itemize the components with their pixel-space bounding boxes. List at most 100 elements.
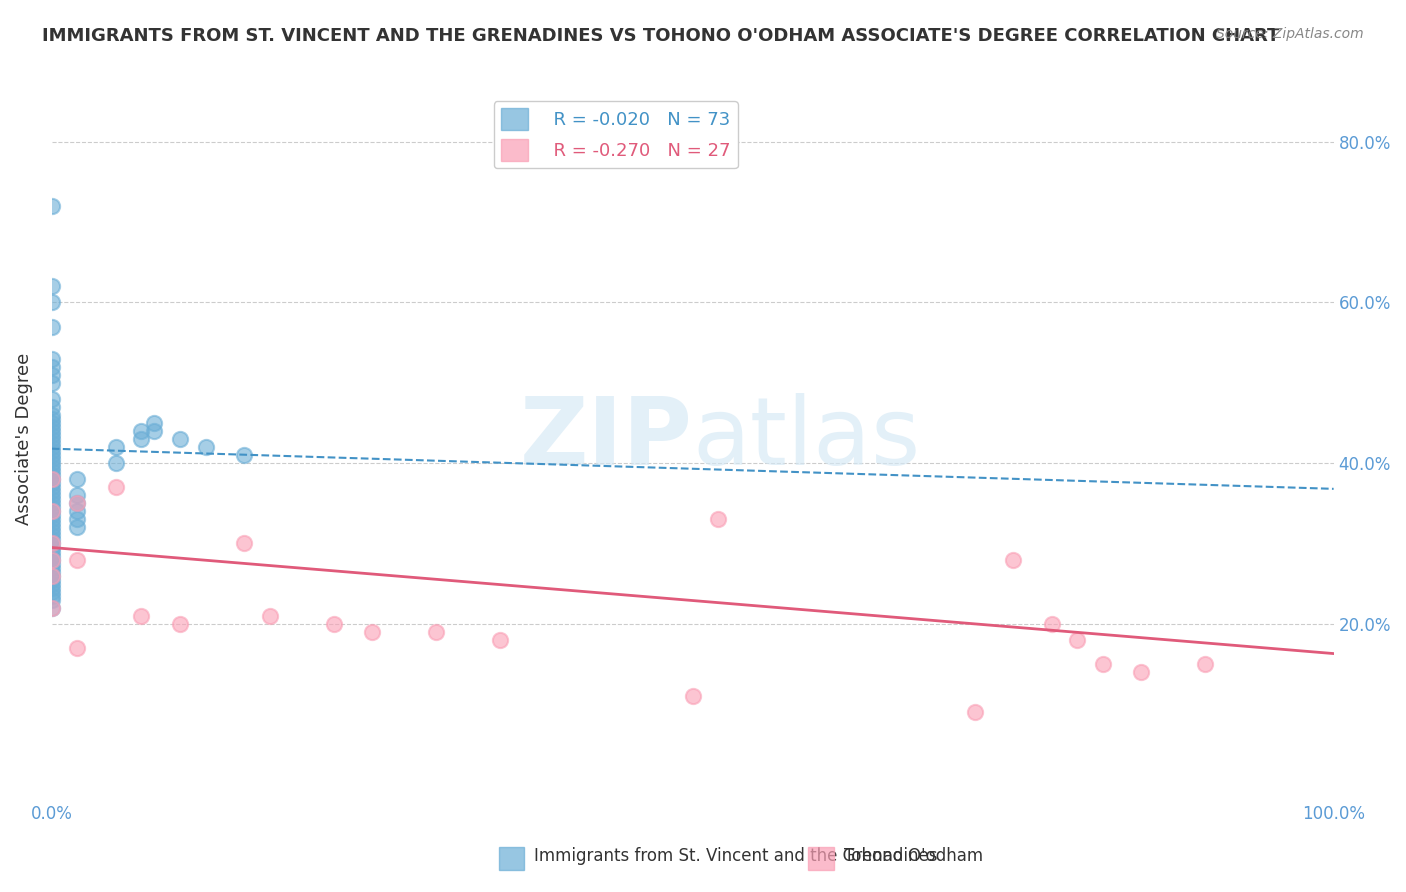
Point: [41, 573, 63, 587]
Point: [322, 616, 344, 631]
Point: [41, 589, 63, 603]
Point: [233, 536, 256, 550]
Point: [41, 600, 63, 615]
Point: [41, 528, 63, 542]
Point: [41, 448, 63, 462]
Point: [41, 199, 63, 213]
Point: [66, 504, 89, 518]
Text: Tohono O'odham: Tohono O'odham: [844, 847, 983, 865]
Point: [41, 400, 63, 414]
Point: [1002, 552, 1025, 566]
Point: [104, 456, 127, 470]
Point: [489, 632, 512, 647]
Point: [41, 500, 63, 515]
Text: atlas: atlas: [693, 393, 921, 485]
Point: [66, 512, 89, 526]
Point: [41, 464, 63, 478]
Point: [41, 568, 63, 582]
Point: [41, 492, 63, 507]
Point: [1130, 665, 1153, 679]
Point: [259, 608, 281, 623]
Point: [41, 376, 63, 390]
Point: [169, 616, 191, 631]
Point: [41, 496, 63, 510]
Point: [143, 424, 166, 438]
Point: [41, 581, 63, 595]
Point: [66, 472, 89, 486]
Point: [41, 584, 63, 599]
Point: [41, 432, 63, 446]
Point: [41, 468, 63, 483]
Point: [66, 640, 89, 655]
Point: [41, 408, 63, 422]
Point: [41, 504, 63, 518]
Point: [41, 351, 63, 366]
Text: IMMIGRANTS FROM ST. VINCENT AND THE GRENADINES VS TOHONO O'ODHAM ASSOCIATE'S DEG: IMMIGRANTS FROM ST. VINCENT AND THE GREN…: [42, 27, 1279, 45]
Point: [41, 420, 63, 434]
Point: [143, 416, 166, 430]
Point: [41, 440, 63, 454]
Point: [41, 544, 63, 558]
Point: [41, 576, 63, 591]
Point: [66, 488, 89, 502]
Point: [131, 424, 153, 438]
Point: [41, 488, 63, 502]
Point: [41, 520, 63, 534]
Text: Immigrants from St. Vincent and the Grenadines: Immigrants from St. Vincent and the Gren…: [534, 847, 938, 865]
Point: [41, 552, 63, 566]
Point: [41, 472, 63, 486]
Point: [41, 512, 63, 526]
Point: [41, 533, 63, 547]
Point: [41, 319, 63, 334]
Point: [41, 472, 63, 486]
Point: [41, 504, 63, 518]
Text: Source: ZipAtlas.com: Source: ZipAtlas.com: [1216, 27, 1364, 41]
Point: [41, 476, 63, 491]
Point: [41, 484, 63, 499]
Point: [425, 624, 447, 639]
Y-axis label: Associate's Degree: Associate's Degree: [15, 353, 32, 525]
Text: ZIP: ZIP: [520, 393, 693, 485]
Point: [682, 689, 704, 703]
Point: [41, 444, 63, 458]
Point: [41, 279, 63, 293]
Point: [41, 416, 63, 430]
Point: [41, 508, 63, 523]
Point: [66, 552, 89, 566]
Point: [66, 496, 89, 510]
Point: [41, 524, 63, 539]
Point: [233, 448, 256, 462]
Point: [41, 412, 63, 426]
Point: [41, 568, 63, 582]
Point: [41, 424, 63, 438]
Point: [41, 536, 63, 550]
Point: [1091, 657, 1114, 671]
Point: [41, 536, 63, 550]
Point: [169, 432, 191, 446]
Point: [41, 549, 63, 563]
Point: [66, 520, 89, 534]
Point: [41, 456, 63, 470]
Point: [41, 541, 63, 555]
Point: [41, 368, 63, 382]
Point: [41, 392, 63, 406]
Point: [1040, 616, 1063, 631]
Point: [41, 480, 63, 494]
Point: [361, 624, 384, 639]
Point: [41, 428, 63, 442]
Point: [131, 608, 153, 623]
Point: [1194, 657, 1216, 671]
Point: [41, 359, 63, 374]
Point: [41, 452, 63, 467]
Point: [41, 565, 63, 579]
Point: [131, 432, 153, 446]
Point: [194, 440, 217, 454]
Point: [41, 295, 63, 310]
Point: [41, 436, 63, 450]
Point: [707, 512, 730, 526]
Point: [41, 592, 63, 607]
Point: [104, 440, 127, 454]
Legend:   R = -0.020   N = 73,   R = -0.270   N = 27: R = -0.020 N = 73, R = -0.270 N = 27: [494, 101, 738, 169]
Point: [66, 496, 89, 510]
Point: [963, 705, 986, 719]
